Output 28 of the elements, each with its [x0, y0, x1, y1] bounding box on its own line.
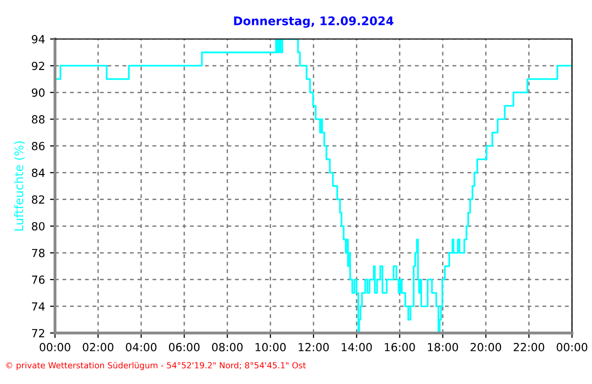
x-tick-label: 16:00 — [384, 342, 415, 352]
chart-title: Donnerstag, 12.09.2024 — [234, 16, 394, 28]
y-tick-label: 94 — [32, 34, 45, 44]
x-tick-label: 04:00 — [126, 342, 156, 352]
x-tick-label: 02:00 — [82, 342, 114, 352]
x-tick-label: 18:00 — [428, 342, 458, 352]
x-tick-label: 06:00 — [168, 342, 200, 352]
x-tick-label: 20:00 — [470, 342, 502, 352]
y-tick-label: 76 — [32, 276, 45, 284]
x-tick-label: 00:00 — [40, 342, 70, 352]
y-tick-label: 80 — [32, 222, 45, 230]
y-tick-label: 84 — [32, 168, 45, 178]
y-tick-label: 82 — [32, 195, 44, 204]
x-tick-label: 22:00 — [514, 342, 544, 352]
x-tick-label: 14:00 — [342, 342, 372, 352]
y-tick-label: 88 — [32, 115, 45, 124]
x-tick-label: 10:00 — [256, 342, 286, 352]
y-tick-label: 92 — [32, 62, 44, 70]
y-tick-label: 74 — [32, 302, 45, 310]
x-tick-label: 00:00 — [556, 342, 588, 352]
text: © private Wetterstation Süderlügum - 54°52'19.2" Nord; 8°54'45.1" Ost — [6, 362, 306, 370]
x-tick-label: 08:00 — [212, 342, 243, 352]
y-axis-title: Luftfeuchte (%) — [14, 141, 25, 231]
y-tick-label: 78 — [32, 248, 45, 258]
y-tick-label: 90 — [32, 88, 45, 97]
x-tick-label: 12:00 — [298, 342, 329, 352]
y-tick-label: 86 — [32, 142, 45, 150]
y-tick-label: 72 — [32, 328, 44, 338]
